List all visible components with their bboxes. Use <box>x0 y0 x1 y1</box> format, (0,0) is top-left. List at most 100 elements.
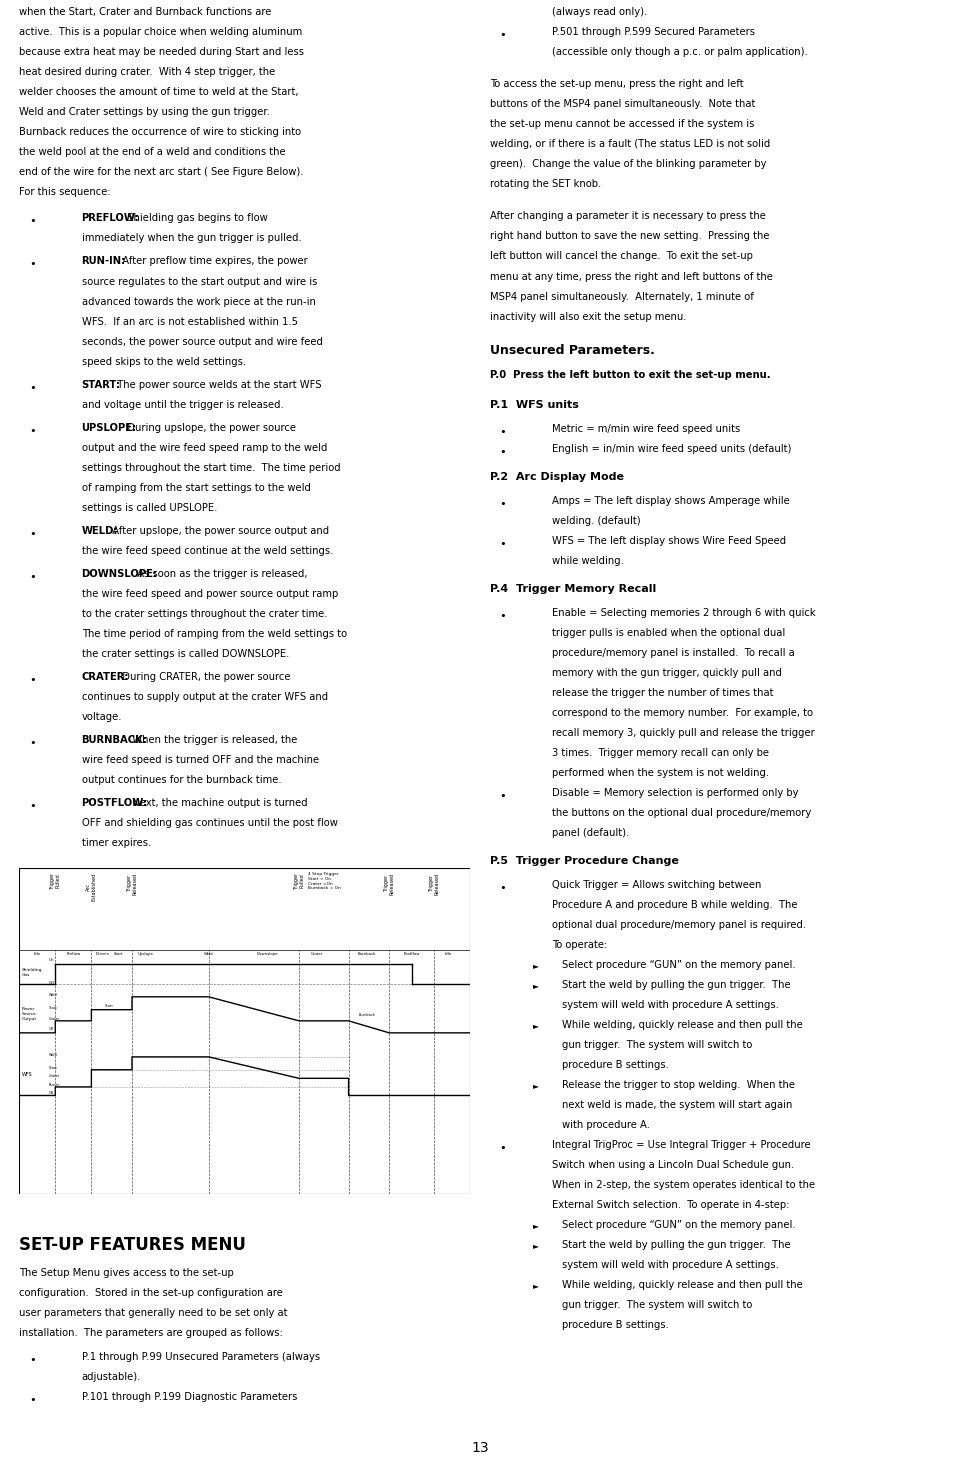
Text: voltage.: voltage. <box>82 711 122 722</box>
Text: of ramping from the start settings to the weld: of ramping from the start settings to th… <box>82 483 310 492</box>
Text: system will weld with procedure A settings.: system will weld with procedure A settin… <box>562 1000 779 1009</box>
Text: Release the trigger to stop welding.  When the: Release the trigger to stop welding. Whe… <box>562 1080 795 1089</box>
Text: •: • <box>499 427 506 437</box>
Text: •: • <box>499 538 506 548</box>
Text: P.4  Trigger Memory Recall: P.4 Trigger Memory Recall <box>490 584 656 594</box>
Text: Quick Trigger = Allows switching between: Quick Trigger = Allows switching between <box>552 880 761 889</box>
Text: heat desired during crater.  With 4 step trigger, the: heat desired during crater. With 4 step … <box>19 67 276 77</box>
Text: settings is called UPSLOPE.: settings is called UPSLOPE. <box>82 502 217 513</box>
Text: WFS.  If an arc is not established within 1.5: WFS. If an arc is not established within… <box>82 317 298 326</box>
Text: External Switch selection.  To operate in 4-step:: External Switch selection. To operate in… <box>552 1200 789 1209</box>
Text: English = in/min wire feed speed units (default): English = in/min wire feed speed units (… <box>552 443 791 453</box>
Text: Integral TrigProc = Use Integral Trigger + Procedure: Integral TrigProc = Use Integral Trigger… <box>552 1140 810 1150</box>
Text: release the trigger the number of times that: release the trigger the number of times … <box>552 688 774 698</box>
Text: Select procedure “GUN” on the memory panel.: Select procedure “GUN” on the memory pan… <box>562 1220 795 1230</box>
Text: panel (default).: panel (default). <box>552 827 629 837</box>
Text: ►: ► <box>533 1021 539 1030</box>
Text: After upslope, the power source output and: After upslope, the power source output a… <box>107 526 329 535</box>
Text: performed when the system is not welding.: performed when the system is not welding… <box>552 768 769 778</box>
Text: P.501 through P.599 Secured Parameters: P.501 through P.599 Secured Parameters <box>552 27 755 37</box>
Text: optional dual procedure/memory panel is required.: optional dual procedure/memory panel is … <box>552 920 806 929</box>
Text: •: • <box>29 382 36 393</box>
Text: immediately when the gun trigger is pulled.: immediately when the gun trigger is pull… <box>82 234 301 243</box>
Text: and voltage until the trigger is released.: and voltage until the trigger is release… <box>82 400 283 409</box>
Text: Shielding gas begins to flow: Shielding gas begins to flow <box>121 213 268 224</box>
Text: trigger pulls is enabled when the optional dual: trigger pulls is enabled when the option… <box>552 627 785 637</box>
Text: Enable = Selecting memories 2 through 6 with quick: Enable = Selecting memories 2 through 6 … <box>552 608 816 618</box>
Text: Metric = m/min wire feed speed units: Metric = m/min wire feed speed units <box>552 424 740 434</box>
Text: PREFLOW:: PREFLOW: <box>82 213 139 224</box>
Text: BURNBACK:: BURNBACK: <box>82 735 148 744</box>
Text: P.1  WFS units: P.1 WFS units <box>490 400 579 409</box>
Text: SET-UP FEATURES MENU: SET-UP FEATURES MENU <box>19 1236 246 1254</box>
Text: ►: ► <box>533 1282 539 1291</box>
Text: Unsecured Parameters.: Unsecured Parameters. <box>490 344 655 357</box>
Text: After changing a parameter it is necessary to press the: After changing a parameter it is necessa… <box>490 212 765 221</box>
Text: correspond to the memory number.  For example, to: correspond to the memory number. For exa… <box>552 707 813 717</box>
Text: WFS = The left display shows Wire Feed Speed: WFS = The left display shows Wire Feed S… <box>552 535 786 545</box>
Text: end of the wire for the next arc start ( See Figure Below).: end of the wire for the next arc start (… <box>19 167 303 178</box>
Text: P.2  Arc Display Mode: P.2 Arc Display Mode <box>490 471 624 482</box>
Text: procedure B settings.: procedure B settings. <box>562 1320 668 1329</box>
Text: adjustable).: adjustable). <box>82 1372 141 1381</box>
Text: •: • <box>499 498 506 508</box>
Text: CRATER:: CRATER: <box>82 671 129 682</box>
Text: ►: ► <box>533 1221 539 1230</box>
Text: Weld and Crater settings by using the gun trigger.: Weld and Crater settings by using the gu… <box>19 107 270 117</box>
Text: P.101 through P.199 Diagnostic Parameters: P.101 through P.199 Diagnostic Parameter… <box>82 1392 297 1402</box>
Text: Disable = Memory selection is performed only by: Disable = Memory selection is performed … <box>552 787 799 797</box>
Text: To operate:: To operate: <box>552 940 608 950</box>
Text: Amps = The left display shows Amperage while: Amps = The left display shows Amperage w… <box>552 495 790 505</box>
Text: the wire feed speed and power source output ramp: the wire feed speed and power source out… <box>82 588 338 599</box>
Text: to the crater settings throughout the crater time.: to the crater settings throughout the cr… <box>82 609 327 618</box>
Text: with procedure A.: with procedure A. <box>562 1120 650 1129</box>
Text: the buttons on the optional dual procedure/memory: the buttons on the optional dual procedu… <box>552 808 811 818</box>
Text: DOWNSLOPE:: DOWNSLOPE: <box>82 569 157 578</box>
Text: wire feed speed is turned OFF and the machine: wire feed speed is turned OFF and the ma… <box>82 754 319 765</box>
Text: Select procedure “GUN” on the memory panel.: Select procedure “GUN” on the memory pan… <box>562 960 795 969</box>
Text: After preflow time expires, the power: After preflow time expires, the power <box>116 256 308 267</box>
Text: •: • <box>29 738 36 747</box>
Text: Start the weld by pulling the gun trigger.  The: Start the weld by pulling the gun trigge… <box>562 1240 790 1249</box>
Text: •: • <box>29 216 36 227</box>
Text: rotating the SET knob.: rotating the SET knob. <box>490 179 601 190</box>
Text: When in 2-step, the system operates identical to the: When in 2-step, the system operates iden… <box>552 1180 815 1190</box>
Text: left button will cancel the change.  To exit the set-up: left button will cancel the change. To e… <box>490 252 753 261</box>
Text: procedure B settings.: procedure B settings. <box>562 1060 668 1070</box>
Text: Start the weld by pulling the gun trigger.  The: Start the weld by pulling the gun trigge… <box>562 980 790 990</box>
Text: seconds, the power source output and wire feed: seconds, the power source output and wir… <box>82 336 323 347</box>
Text: configuration.  Stored in the set-up configuration are: configuration. Stored in the set-up conf… <box>19 1288 283 1298</box>
Text: P.0  Press the left button to exit the set-up menu.: P.0 Press the left button to exit the se… <box>490 369 770 379</box>
Text: Switch when using a Lincoln Dual Schedule gun.: Switch when using a Lincoln Dual Schedul… <box>552 1160 794 1169</box>
Text: right hand button to save the new setting.  Pressing the: right hand button to save the new settin… <box>490 231 769 242</box>
Text: •: • <box>29 529 36 538</box>
Text: welder chooses the amount of time to weld at the Start,: welder chooses the amount of time to wel… <box>19 87 299 98</box>
Text: Next, the machine output is turned: Next, the machine output is turned <box>126 797 308 808</box>
Text: •: • <box>499 30 506 40</box>
Text: •: • <box>29 259 36 270</box>
Text: •: • <box>499 446 506 456</box>
Text: installation.  The parameters are grouped as follows:: installation. The parameters are grouped… <box>19 1328 283 1338</box>
Text: P.5  Trigger Procedure Change: P.5 Trigger Procedure Change <box>490 855 679 865</box>
Text: gun trigger.  The system will switch to: gun trigger. The system will switch to <box>562 1040 752 1049</box>
Text: (always read only).: (always read only). <box>552 7 647 18</box>
Text: •: • <box>499 790 506 800</box>
Text: active.  This is a popular choice when welding aluminum: active. This is a popular choice when we… <box>19 27 302 37</box>
Text: output and the wire feed speed ramp to the weld: output and the wire feed speed ramp to t… <box>82 443 327 452</box>
Text: The power source welds at the start WFS: The power source welds at the start WFS <box>111 379 322 390</box>
Text: the set-up menu cannot be accessed if the system is: the set-up menu cannot be accessed if th… <box>490 120 754 129</box>
Text: buttons of the MSP4 panel simultaneously.  Note that: buttons of the MSP4 panel simultaneously… <box>490 99 755 110</box>
Text: welding, or if there is a fault (The status LED is not solid: welding, or if there is a fault (The sta… <box>490 139 770 150</box>
Text: The Setup Menu gives access to the set-up: The Setup Menu gives access to the set-u… <box>19 1267 234 1277</box>
Text: To access the set-up menu, press the right and left: To access the set-up menu, press the rig… <box>490 80 743 89</box>
Text: •: • <box>29 425 36 436</box>
Text: the wire feed speed continue at the weld settings.: the wire feed speed continue at the weld… <box>82 545 333 556</box>
Text: next weld is made, the system will start again: next weld is made, the system will start… <box>562 1100 792 1110</box>
Text: green).  Change the value of the blinking parameter by: green). Change the value of the blinking… <box>490 160 766 169</box>
Text: 3 times.  Trigger memory recall can only be: 3 times. Trigger memory recall can only … <box>552 747 769 757</box>
Text: ►: ► <box>533 962 539 971</box>
Text: the weld pool at the end of a weld and conditions the: the weld pool at the end of a weld and c… <box>19 147 286 157</box>
Text: OFF and shielding gas continues until the post flow: OFF and shielding gas continues until th… <box>82 818 338 827</box>
Text: During upslope, the power source: During upslope, the power source <box>121 422 296 433</box>
Text: •: • <box>29 800 36 811</box>
